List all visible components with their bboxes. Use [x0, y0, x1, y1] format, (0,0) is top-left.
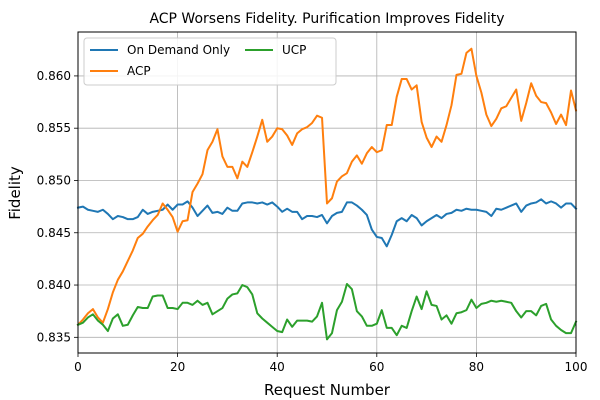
x-tick-label: 20 [170, 360, 185, 374]
plot-frame [77, 31, 577, 354]
series-line-acp [76, 47, 578, 327]
legend-label: UCP [282, 43, 306, 57]
y-tick-label: 0.855 [37, 121, 71, 135]
axis-ticks: 0 20 40 60 80 100 0.835 0.840 0.845 0.850 0.855 0.8… [37, 69, 588, 374]
x-tick-label: 40 [270, 360, 285, 374]
series-line-on-demand-only [76, 198, 578, 248]
y-tick-label: 0.850 [37, 173, 71, 187]
x-tick-label: 0 [74, 360, 82, 374]
y-tick-label: 0.835 [37, 330, 71, 344]
y-tick-label: 0.845 [37, 226, 71, 240]
series-lines [76, 47, 578, 341]
legend-label: On Demand Only [127, 43, 230, 57]
chart-title: ACP Worsens Fidelity. Purification Impro… [149, 11, 504, 27]
legend-label: ACP [127, 64, 151, 78]
y-axis-label: Fidelity [6, 166, 24, 220]
x-axis-label: Request Number [264, 381, 391, 399]
y-tick-label: 0.840 [37, 278, 71, 292]
y-tick-label: 0.860 [37, 69, 71, 83]
x-tick-label: 60 [369, 360, 384, 374]
series-line-ucp [76, 282, 578, 341]
legend: On Demand Only ACP UCP [83, 37, 337, 86]
x-tick-label: 100 [565, 360, 588, 374]
x-tick-label: 80 [469, 360, 484, 374]
